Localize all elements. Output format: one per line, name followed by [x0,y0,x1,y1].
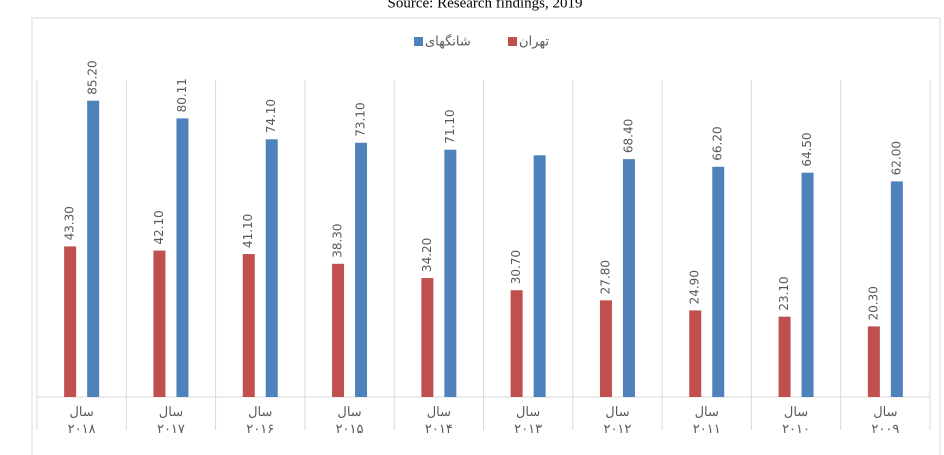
bar [242,254,255,397]
data-label: 66.20 [711,126,725,160]
bar [778,316,791,397]
bar [421,278,434,397]
data-label: 30.70 [509,250,523,284]
bar [64,246,77,397]
data-label: 71.10 [443,109,457,143]
legend-label: شانگهای [425,34,471,50]
x-tick-label: سال ۲۰۱۴ [424,405,453,437]
data-label: 62.00 [889,141,903,175]
data-label: 74.10 [264,99,278,133]
bar [599,300,612,397]
data-label: 34.20 [420,238,434,272]
legend-swatch [414,37,423,46]
bar [510,290,523,397]
x-tick-label: سال ۲۰۱۸ [67,405,96,437]
bar [801,172,814,397]
x-tick-label: سال ۲۰۰۹ [871,405,900,437]
bar [153,250,166,397]
bar [265,139,278,397]
legend-swatch [508,37,517,46]
data-label: 20.30 [866,286,880,320]
bar [689,310,702,397]
source-note: Source: Research findings, 2019 [388,0,583,11]
data-label: 27.80 [598,260,612,294]
x-tick-label: سال ۲۰۱۶ [246,405,275,437]
data-label: 43.30 [63,206,77,240]
data-label: 23.10 [777,276,791,310]
data-label: 41.10 [241,214,255,248]
bar [176,118,189,397]
bar [444,149,457,397]
data-label: 80.11 [175,78,189,112]
bar [867,326,880,397]
bar [87,100,100,398]
data-label: 24.90 [688,270,702,304]
x-tick-label: سال ۲۰۱۵ [335,405,364,437]
x-tick-label: سال ۲۰۱۷ [156,405,185,437]
data-label: 73.10 [354,102,368,136]
chart-frame [31,17,941,455]
data-label: 85.20 [86,60,100,94]
bar [533,155,546,397]
bar [355,142,368,397]
bar [622,159,635,397]
data-label: 38.30 [331,223,345,257]
legend-label: تهران [519,35,549,50]
data-label: 64.50 [800,132,814,166]
x-tick-label: سال ۲۰۱۳ [514,405,543,437]
x-tick-label: سال ۲۰۱۱ [692,405,721,437]
bar [712,166,725,397]
x-tick-label: سال ۲۰۱۲ [603,405,632,437]
bar [332,263,345,397]
x-tick-label: سال ۲۰۱۰ [782,405,811,437]
data-label: 68.40 [621,119,635,153]
bar [890,181,903,397]
data-label: 42.10 [152,210,166,244]
